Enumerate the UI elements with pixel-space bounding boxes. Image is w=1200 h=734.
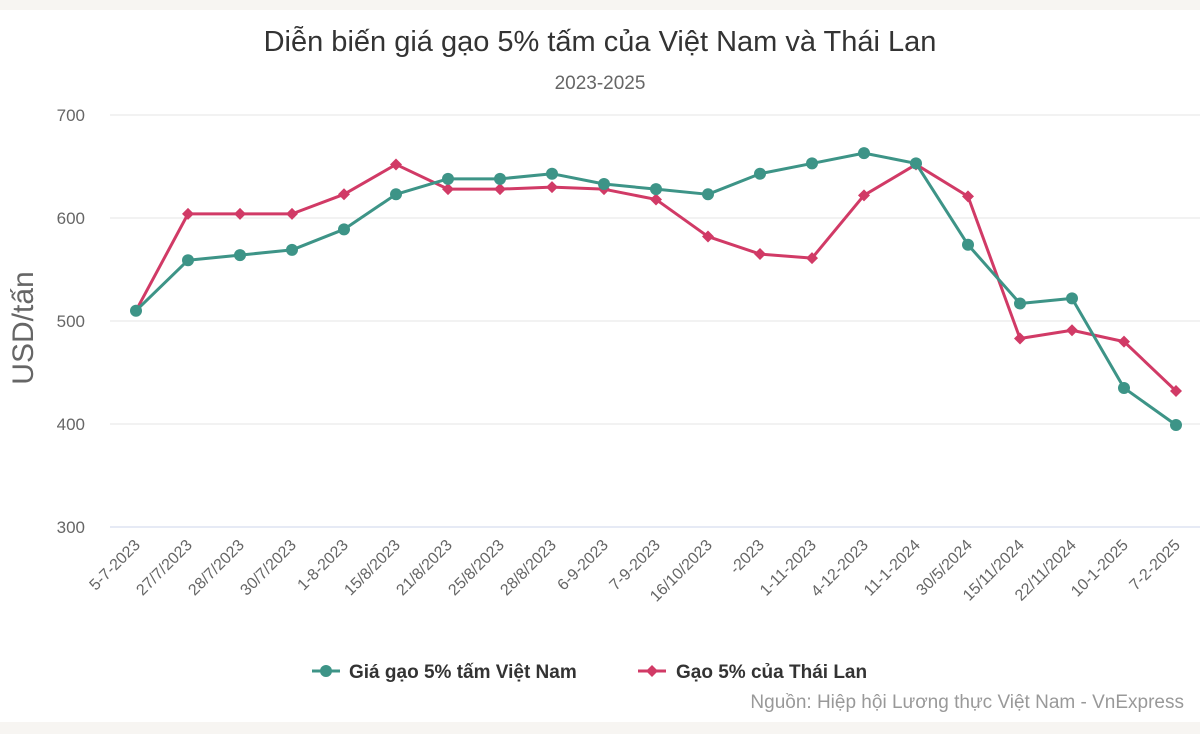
x-tick-label: 15/8/2023 [341, 537, 403, 599]
data-point[interactable] [286, 207, 298, 220]
x-tick-label: 11-1-2024 [861, 537, 924, 600]
data-point[interactable] [130, 304, 142, 317]
data-point[interactable] [1170, 385, 1182, 398]
data-point[interactable] [962, 238, 974, 251]
data-point[interactable] [234, 249, 246, 262]
data-point[interactable] [494, 183, 506, 196]
legend-label: Giá gạo 5% tấm Việt Nam [349, 662, 577, 683]
data-point[interactable] [754, 248, 766, 261]
data-point[interactable] [754, 167, 766, 180]
data-point[interactable] [494, 172, 506, 185]
x-tick-label: 7-2-2025 [1127, 537, 1184, 594]
x-tick-label: 30/7/2023 [237, 537, 299, 599]
data-point[interactable] [234, 207, 246, 220]
data-point[interactable] [598, 178, 610, 191]
gridlines [110, 114, 1200, 528]
source-note: Nguồn: Hiệp hội Lương thực Việt Nam - Vn… [750, 692, 1184, 713]
data-point[interactable] [390, 158, 402, 171]
series-thailand [130, 158, 1182, 398]
series-layer [130, 147, 1182, 432]
y-tick-label: 700 [57, 106, 85, 125]
data-point[interactable] [1066, 292, 1078, 305]
data-point[interactable] [286, 243, 298, 256]
data-point[interactable] [442, 172, 454, 185]
y-tick-label: 400 [57, 415, 85, 434]
x-axis-ticks: 5-7-202327/7/202328/7/202330/7/20231-8-2… [87, 537, 1184, 606]
y-axis-ticks: 300 400 500 600 700 [57, 106, 85, 537]
data-point[interactable] [962, 190, 974, 203]
data-point[interactable] [858, 147, 870, 160]
x-tick-label: 10-1-2025 [1068, 537, 1132, 601]
data-point[interactable] [1170, 419, 1182, 432]
data-point[interactable] [1014, 332, 1026, 345]
data-point[interactable] [910, 157, 922, 170]
x-tick-label: 4-12-2023 [808, 537, 872, 601]
x-tick-label: 6-9-2023 [555, 537, 612, 594]
data-point[interactable] [702, 188, 714, 201]
x-tick-label: -2023 [727, 537, 768, 578]
legend-label: Gạo 5% của Thái Lan [676, 662, 867, 683]
x-tick-label: 25/8/2023 [445, 537, 507, 599]
data-point[interactable] [1118, 335, 1130, 348]
data-point[interactable] [702, 230, 714, 243]
data-point[interactable] [1066, 324, 1078, 337]
data-point[interactable] [390, 188, 402, 201]
y-axis-label: USD/tấn [7, 271, 40, 384]
data-point[interactable] [182, 207, 194, 220]
x-tick-label: 28/7/2023 [185, 537, 247, 599]
legend-item[interactable]: Gạo 5% của Thái Lan [638, 662, 867, 683]
x-tick-label: 21/8/2023 [393, 537, 455, 599]
x-tick-label: 28/8/2023 [497, 537, 559, 599]
data-point[interactable] [1014, 297, 1026, 310]
data-point[interactable] [546, 167, 558, 180]
legend[interactable]: Giá gạo 5% tấm Việt Nam Gạo 5% của Thái L… [312, 662, 867, 683]
chart-subtitle: 2023-2025 [555, 73, 646, 94]
y-tick-label: 500 [57, 312, 85, 331]
data-point[interactable] [182, 254, 194, 267]
data-point[interactable] [650, 193, 662, 206]
y-tick-label: 300 [57, 518, 85, 537]
series-vietnam [130, 147, 1182, 432]
x-tick-label: 27/7/2023 [133, 537, 195, 599]
y-tick-label: 600 [57, 209, 85, 228]
data-point[interactable] [546, 181, 558, 194]
line-chart: Diễn biến giá gạo 5% tấm của Việt Nam và… [7, 25, 1200, 713]
data-point[interactable] [858, 189, 870, 202]
data-point[interactable] [806, 157, 818, 170]
legend-item[interactable]: Giá gạo 5% tấm Việt Nam [312, 662, 577, 683]
legend-marker [646, 665, 658, 677]
chart-title: Diễn biến giá gạo 5% tấm của Việt Nam và… [264, 25, 937, 58]
legend-marker [320, 665, 332, 677]
data-point[interactable] [338, 223, 350, 236]
data-point[interactable] [1118, 381, 1130, 394]
data-point[interactable] [338, 188, 350, 201]
data-point[interactable] [442, 183, 454, 196]
data-point[interactable] [806, 252, 818, 265]
data-point[interactable] [650, 183, 662, 196]
chart-container: Diễn biến giá gạo 5% tấm của Việt Nam và… [0, 10, 1200, 722]
